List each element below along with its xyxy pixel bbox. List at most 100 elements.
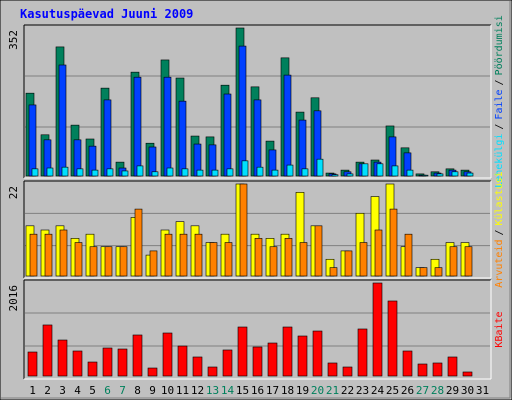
bar bbox=[449, 246, 458, 277]
x-tick-label: 14 bbox=[221, 384, 235, 397]
x-tick-label: 11 bbox=[176, 384, 189, 397]
bar bbox=[211, 169, 219, 177]
bar bbox=[331, 174, 339, 177]
bar bbox=[44, 233, 53, 277]
bar bbox=[121, 170, 129, 177]
bar bbox=[106, 168, 114, 177]
bar bbox=[89, 246, 98, 277]
bar bbox=[147, 367, 158, 377]
bar bbox=[222, 349, 233, 377]
bar bbox=[31, 168, 39, 177]
bar bbox=[104, 246, 113, 277]
x-tick-label: 22 bbox=[341, 384, 354, 397]
bar bbox=[286, 164, 294, 177]
bar bbox=[282, 326, 293, 377]
bar bbox=[237, 326, 248, 377]
legend: KBaite bbox=[494, 311, 505, 347]
bar bbox=[372, 282, 383, 377]
bar bbox=[374, 229, 383, 277]
bar bbox=[389, 208, 398, 277]
bar bbox=[421, 174, 429, 177]
bar bbox=[314, 225, 323, 277]
bar bbox=[177, 345, 188, 377]
x-tick-label: 23 bbox=[356, 384, 369, 397]
bar bbox=[344, 250, 353, 277]
legend-entry: Lehekülgi bbox=[494, 134, 505, 188]
bar bbox=[117, 348, 128, 377]
bar bbox=[432, 362, 443, 377]
bar bbox=[72, 350, 83, 377]
bar bbox=[404, 233, 413, 277]
bar bbox=[329, 267, 338, 277]
bar bbox=[312, 330, 323, 377]
bar bbox=[254, 238, 263, 277]
bar bbox=[207, 366, 218, 377]
legend-entry: Külastusi bbox=[494, 171, 505, 225]
bar bbox=[298, 119, 307, 177]
chart-title: Kasutuspäevad Juuni 2009 bbox=[20, 7, 193, 21]
bar bbox=[119, 246, 128, 277]
x-tick-label: 25 bbox=[386, 384, 399, 397]
bar bbox=[133, 76, 142, 177]
x-tick-label: 26 bbox=[401, 384, 414, 397]
bar bbox=[316, 158, 324, 177]
bar bbox=[357, 328, 368, 377]
bar bbox=[436, 173, 444, 177]
bar bbox=[58, 64, 67, 177]
bar bbox=[87, 361, 98, 377]
x-tick-label: 27 bbox=[416, 384, 429, 397]
bar bbox=[419, 267, 428, 277]
bar bbox=[252, 346, 263, 377]
bar bbox=[166, 167, 174, 177]
bar bbox=[359, 242, 368, 277]
y-tick-label: 2016 bbox=[7, 285, 20, 312]
bar bbox=[164, 233, 173, 277]
bar bbox=[391, 165, 399, 177]
legend-separator: / bbox=[494, 79, 505, 85]
bar bbox=[447, 356, 458, 377]
bar bbox=[402, 350, 413, 377]
bar bbox=[464, 246, 473, 277]
x-tick-label: 18 bbox=[281, 384, 294, 397]
x-tick-label: 21 bbox=[326, 384, 339, 397]
bar bbox=[163, 76, 172, 177]
bar bbox=[149, 250, 158, 277]
bar bbox=[61, 166, 69, 177]
x-tick-label: 6 bbox=[104, 384, 111, 397]
bar bbox=[267, 342, 278, 377]
x-tick-label: 2 bbox=[44, 384, 51, 397]
y-tick-label: 22 bbox=[7, 186, 20, 199]
bar bbox=[74, 242, 83, 277]
bar bbox=[283, 74, 292, 177]
bar bbox=[103, 99, 112, 177]
bar bbox=[269, 246, 278, 277]
bar bbox=[134, 208, 143, 277]
x-tick-label: 29 bbox=[446, 384, 459, 397]
bar bbox=[253, 99, 262, 177]
x-tick-label: 13 bbox=[206, 384, 219, 397]
legend-separator: / bbox=[494, 229, 505, 235]
bar bbox=[192, 356, 203, 377]
bar bbox=[76, 168, 84, 177]
bar bbox=[46, 167, 54, 177]
bar bbox=[151, 171, 159, 177]
x-tick-label: 30 bbox=[461, 384, 474, 397]
bar bbox=[59, 229, 68, 277]
legend-separator: / bbox=[494, 124, 505, 130]
bar bbox=[91, 169, 99, 177]
x-tick-label: 7 bbox=[119, 384, 126, 397]
x-tick-label: 5 bbox=[89, 384, 96, 397]
bar bbox=[271, 169, 279, 177]
bar bbox=[179, 233, 188, 277]
x-tick-label: 9 bbox=[149, 384, 156, 397]
y-tick-label: 352 bbox=[7, 30, 20, 50]
bar bbox=[239, 183, 248, 277]
bar bbox=[178, 100, 187, 177]
bar bbox=[361, 163, 369, 177]
x-tick-label: 19 bbox=[296, 384, 309, 397]
bar bbox=[387, 300, 398, 377]
x-tick-label: 20 bbox=[311, 384, 324, 397]
bar bbox=[462, 371, 473, 377]
bar bbox=[327, 362, 338, 377]
bar bbox=[346, 173, 354, 177]
